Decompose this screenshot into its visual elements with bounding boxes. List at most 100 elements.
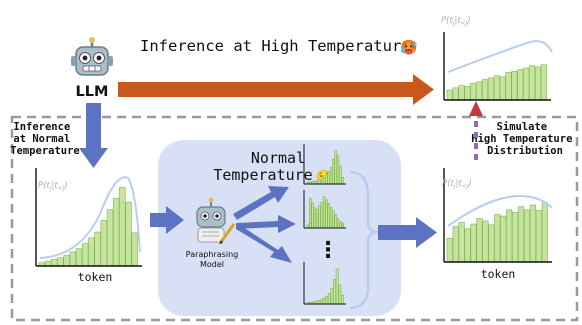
bar xyxy=(100,220,107,267)
dashed-region-border xyxy=(10,115,579,322)
bar xyxy=(336,218,340,229)
chart-mini_4 xyxy=(303,262,346,305)
bar xyxy=(500,215,507,263)
bar xyxy=(329,207,333,229)
bar xyxy=(464,228,471,263)
left-x-axis-label: token xyxy=(78,270,113,284)
bar xyxy=(487,77,494,101)
llm-down-arrow xyxy=(79,103,108,168)
bar xyxy=(493,75,500,101)
bar xyxy=(494,214,501,263)
bar xyxy=(82,243,89,267)
bar xyxy=(341,223,344,229)
to-paraphraser-arrow xyxy=(150,206,184,234)
bar xyxy=(488,224,495,263)
bar xyxy=(341,294,344,305)
bar xyxy=(446,237,453,263)
normal-title-line2: Temperature xyxy=(213,166,312,184)
bar xyxy=(112,197,120,267)
bar xyxy=(325,199,328,229)
bar xyxy=(131,232,138,267)
right-caption: Simulate High Temperature Distribution xyxy=(471,121,578,157)
bar xyxy=(476,81,483,101)
distribution-curve xyxy=(39,176,141,259)
bar xyxy=(315,208,319,229)
bar xyxy=(322,196,326,229)
bar xyxy=(94,231,101,267)
left-caption: Inference at Normal Temperature xyxy=(10,121,80,157)
bar xyxy=(446,89,453,101)
bar xyxy=(470,83,477,101)
bar xyxy=(51,259,58,267)
bar xyxy=(511,71,518,101)
bar xyxy=(57,257,64,267)
bar xyxy=(335,268,339,305)
right-x-axis-label: token xyxy=(481,267,516,281)
bar xyxy=(319,299,323,305)
bar xyxy=(505,72,512,101)
bar xyxy=(119,187,126,267)
bar xyxy=(313,213,317,229)
bar xyxy=(309,223,312,229)
bar xyxy=(338,284,342,305)
bar xyxy=(523,209,531,263)
ellipsis: ⋮ xyxy=(317,238,339,263)
bar xyxy=(499,76,506,101)
hot-face-icon: 🥵 xyxy=(400,39,418,56)
bar xyxy=(529,204,537,263)
distribution-curve xyxy=(447,194,553,227)
chart-right_sim xyxy=(443,168,553,263)
high-temperature-arrow xyxy=(118,74,434,105)
bar xyxy=(63,254,70,267)
bar xyxy=(452,87,459,101)
bar xyxy=(88,237,95,267)
bar xyxy=(329,167,333,185)
bar xyxy=(320,178,324,185)
bar xyxy=(333,279,336,305)
bar xyxy=(317,300,321,305)
to-result-arrow xyxy=(378,217,437,248)
bar xyxy=(332,158,335,185)
bar xyxy=(506,209,513,263)
bar xyxy=(330,287,334,305)
bar xyxy=(318,205,321,229)
bar xyxy=(476,218,483,263)
bar xyxy=(332,210,335,229)
paraphraser-label-1: Paraphrasing xyxy=(186,250,238,259)
bar xyxy=(529,65,536,101)
bar xyxy=(75,248,83,267)
simulate-up-arrow xyxy=(469,101,483,160)
bar xyxy=(311,218,314,229)
fanout-arrows xyxy=(233,186,296,263)
bar xyxy=(334,150,337,185)
bar xyxy=(534,66,542,101)
bar xyxy=(512,211,519,263)
probability-label: P(tj|t<j) xyxy=(38,181,68,192)
bar xyxy=(540,64,547,101)
bar xyxy=(458,85,465,101)
bar xyxy=(517,206,525,263)
bar xyxy=(458,222,465,263)
bar xyxy=(69,251,77,267)
bar xyxy=(318,179,321,185)
paraphraser-label-2: Model xyxy=(200,260,224,269)
bar xyxy=(481,79,489,101)
bar xyxy=(339,221,342,229)
probability-label: P(tj|t<j) xyxy=(442,179,472,190)
llm-robot-icon xyxy=(71,37,113,76)
bar xyxy=(339,165,342,185)
normal-title-line1: Normal xyxy=(251,149,305,167)
bar xyxy=(327,172,331,185)
bar xyxy=(325,296,329,305)
bar xyxy=(523,67,530,101)
bar xyxy=(106,209,114,267)
chart-top_right xyxy=(443,32,553,101)
paraphrasing-robot-icon xyxy=(196,197,236,244)
chart-mini_3 xyxy=(303,190,346,229)
bar xyxy=(470,223,477,263)
top-title: Inference at High Temperature xyxy=(140,37,411,55)
bar xyxy=(482,220,489,263)
bar xyxy=(322,177,326,185)
distribution-curve xyxy=(447,40,553,73)
